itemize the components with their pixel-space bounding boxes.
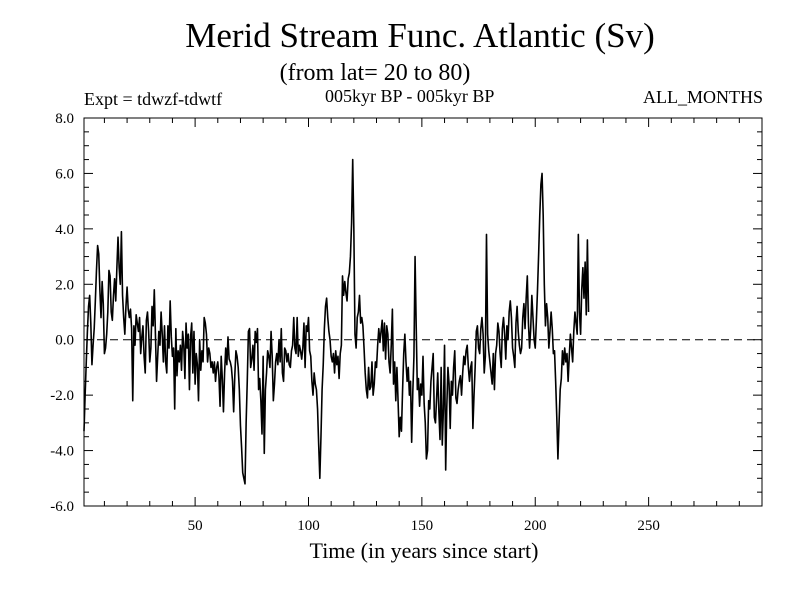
y-tick-label: 8.0 [55, 111, 74, 127]
y-tick-label: 2.0 [55, 277, 74, 293]
x-tick-label: 200 [524, 518, 547, 534]
x-axis-label: Time (in years since start) [309, 538, 539, 563]
y-tick-label: 0.0 [55, 333, 74, 349]
x-tick-label: 250 [637, 518, 660, 534]
plot-frame [83, 117, 763, 507]
x-tick-label: 150 [411, 518, 434, 534]
y-tick-label: -4.0 [50, 444, 74, 460]
chart-title: Merid Stream Func. Atlantic (Sv) [185, 16, 655, 55]
series-group [83, 158, 590, 485]
experiment-label: Expt = tdwzf-tdwtf [84, 89, 223, 109]
axis-ticks [84, 117, 762, 507]
period-label: 005kyr BP - 005kyr BP [325, 86, 495, 106]
y-tick-label: -6.0 [50, 499, 74, 515]
series-line [83, 158, 590, 485]
x-tick-label: 50 [188, 518, 203, 534]
chart-subtitle: (from lat= 20 to 80) [279, 60, 471, 86]
plot-border [83, 117, 763, 507]
x-tick-label: 100 [297, 518, 320, 534]
y-tick-label: 6.0 [55, 166, 74, 182]
y-tick-label: -2.0 [50, 388, 74, 404]
tick-labels: -6.0 -4.0 -2.0 0.0 2.0 4.0 6.0 8.0 50 100 150 200 25… [50, 111, 660, 534]
y-tick-label: 4.0 [55, 222, 74, 238]
months-label: ALL_MONTHS [643, 87, 763, 107]
